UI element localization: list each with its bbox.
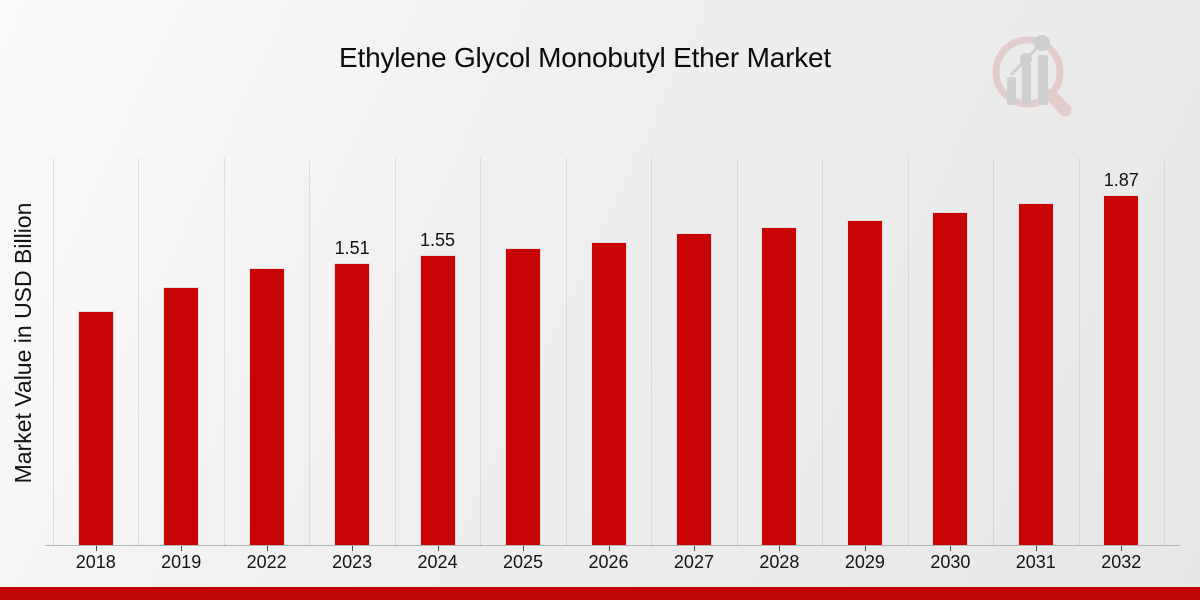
vertical-gridline bbox=[394, 158, 396, 545]
x-tick-label-2028: 2028 bbox=[759, 552, 800, 572]
bar-2029 bbox=[846, 220, 883, 545]
bar-2031 bbox=[1017, 203, 1054, 545]
x-axis-line bbox=[45, 545, 1180, 546]
x-tick-label-2025: 2025 bbox=[503, 552, 544, 572]
vertical-gridline bbox=[651, 158, 653, 545]
bar-2018 bbox=[77, 311, 114, 545]
bar-value-label-2032: 1.87 bbox=[1103, 170, 1139, 190]
x-axis-tick bbox=[95, 546, 97, 551]
bar-2027 bbox=[675, 233, 712, 545]
plot-area: 1.51 1.55 1.87 bbox=[53, 158, 1165, 545]
x-tick-label-2026: 2026 bbox=[588, 552, 629, 572]
bar-value-label-2024: 1.55 bbox=[420, 230, 456, 250]
bar-2028 bbox=[761, 227, 798, 545]
vertical-gridline bbox=[1164, 158, 1165, 545]
magnifier-bar-chart-logo-icon bbox=[992, 35, 1072, 117]
bar-2032 bbox=[1103, 195, 1140, 545]
bar-2025 bbox=[505, 248, 542, 545]
x-axis-tick bbox=[950, 546, 952, 551]
x-tick-label-2031: 2031 bbox=[1015, 552, 1056, 572]
x-axis-tick bbox=[1121, 546, 1123, 551]
bar-2030 bbox=[932, 212, 969, 545]
x-tick-label-2019: 2019 bbox=[161, 552, 202, 572]
x-axis-tick bbox=[608, 546, 610, 551]
vertical-gridline bbox=[907, 158, 909, 545]
x-tick-label-2029: 2029 bbox=[844, 552, 885, 572]
vertical-gridline bbox=[138, 158, 140, 545]
x-tick-label-2018: 2018 bbox=[75, 552, 116, 572]
x-axis-tick bbox=[1035, 546, 1037, 551]
bar-2023 bbox=[334, 263, 371, 545]
vertical-gridline bbox=[565, 158, 567, 545]
chart-title: Ethylene Glycol Monobutyl Ether Market bbox=[339, 42, 831, 73]
x-tick-label-2030: 2030 bbox=[930, 552, 971, 572]
footer-accent-strip bbox=[0, 587, 1200, 600]
x-axis-tick bbox=[352, 546, 354, 551]
vertical-gridline bbox=[223, 158, 225, 545]
bar-value-label-2023: 1.51 bbox=[334, 238, 370, 258]
x-axis-tick bbox=[779, 546, 781, 551]
bar-2019 bbox=[163, 287, 200, 545]
x-tick-label-2023: 2023 bbox=[332, 552, 373, 572]
x-axis-tick bbox=[693, 546, 695, 551]
vertical-gridline bbox=[309, 158, 311, 545]
x-axis-tick bbox=[523, 546, 525, 551]
x-tick-label-2027: 2027 bbox=[673, 552, 714, 572]
x-tick-label-2032: 2032 bbox=[1101, 552, 1142, 572]
bar-2022 bbox=[248, 268, 285, 545]
x-tick-label-2022: 2022 bbox=[246, 552, 287, 572]
x-axis-tick bbox=[266, 546, 268, 551]
y-axis-title: Market Value in USD Billion bbox=[10, 202, 36, 484]
vertical-gridline bbox=[480, 158, 482, 545]
bar-2026 bbox=[590, 242, 627, 545]
vertical-gridline bbox=[822, 158, 824, 545]
x-axis-tick bbox=[437, 546, 439, 551]
bar-2024 bbox=[419, 255, 456, 545]
x-tick-label-2024: 2024 bbox=[417, 552, 458, 572]
x-axis-tick bbox=[864, 546, 866, 551]
x-axis-tick bbox=[181, 546, 183, 551]
vertical-gridline bbox=[993, 158, 995, 545]
vertical-gridline bbox=[1078, 158, 1080, 545]
vertical-gridline bbox=[53, 158, 54, 545]
vertical-gridline bbox=[736, 158, 738, 545]
